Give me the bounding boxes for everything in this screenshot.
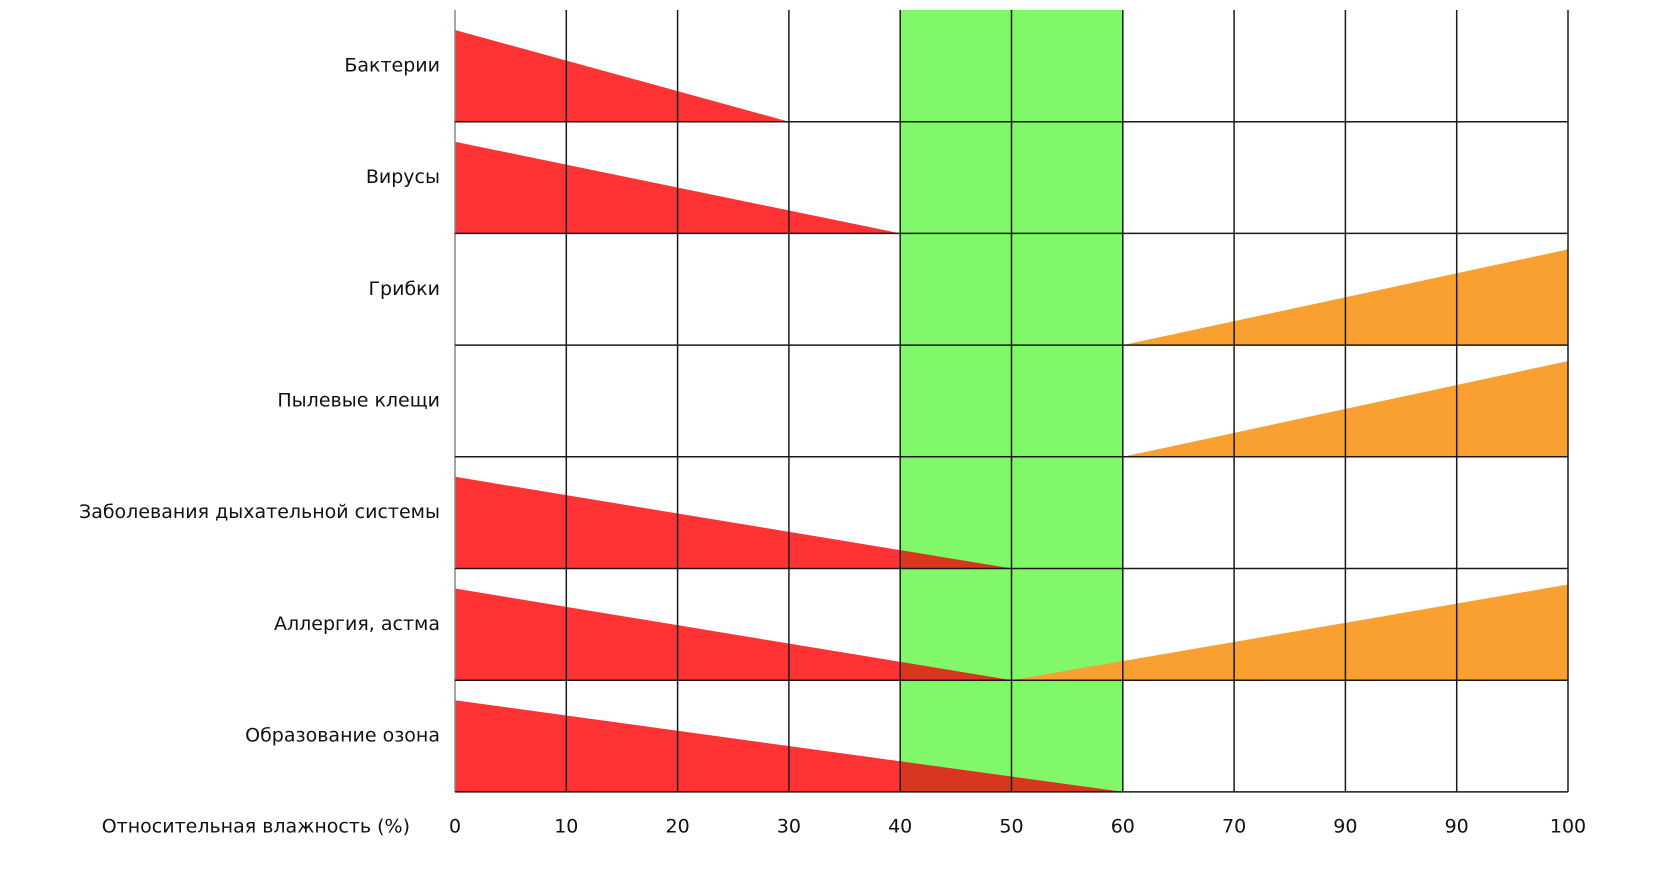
x-axis-label: Относительная влажность (%): [102, 816, 410, 838]
x-tick-label: 70: [1222, 816, 1246, 838]
decline-triangle: [455, 30, 789, 122]
overlap-shade: [900, 661, 1012, 681]
rise-triangle: [1011, 584, 1568, 681]
x-tick-label: 0: [449, 816, 461, 838]
row-label: Вирусы: [366, 166, 440, 188]
row-label: Образование озона: [245, 725, 440, 747]
x-tick-label: 90: [1333, 816, 1357, 838]
decline-triangle: [455, 476, 1012, 569]
x-tick-label: 60: [1111, 816, 1135, 838]
row-label: Аллергия, астма: [274, 613, 440, 635]
x-tick-label: 100: [1550, 816, 1586, 838]
decline-triangle: [455, 588, 1012, 681]
row-label: Заболевания дыхательной системы: [79, 501, 440, 523]
row-label: Бактерии: [344, 54, 440, 76]
x-tick-label: 10: [554, 816, 578, 838]
overlap-shade: [900, 550, 1012, 569]
x-tick-label: 40: [888, 816, 912, 838]
x-tick-label: 30: [777, 816, 801, 838]
x-tick-label: 90: [1445, 816, 1469, 838]
row-label: Грибки: [368, 278, 440, 300]
x-tick-label: 20: [666, 816, 690, 838]
row-label: Пылевые клещи: [277, 389, 440, 411]
x-tick-label: 50: [999, 816, 1023, 838]
